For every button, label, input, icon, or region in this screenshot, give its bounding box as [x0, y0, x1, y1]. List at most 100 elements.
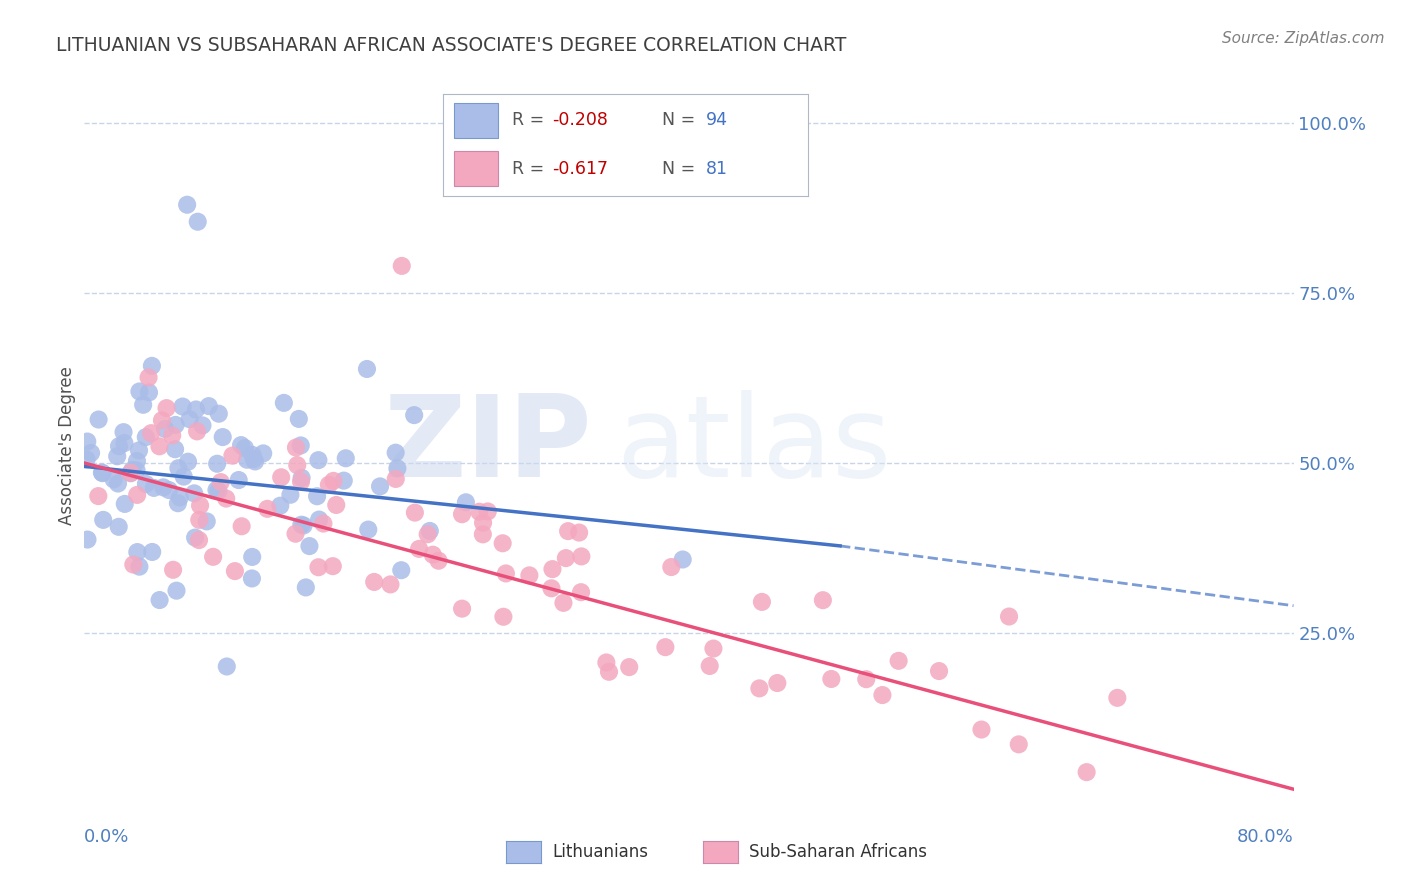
Point [285, 458, 308, 472]
Point [141, 545, 163, 559]
Point [472, 516, 495, 530]
Point [477, 504, 499, 518]
Point [748, 681, 770, 696]
Point [91, 513, 114, 527]
Point [229, 438, 252, 452]
Point [205, 483, 228, 497]
Point [284, 526, 307, 541]
Point [1107, 690, 1129, 705]
Point [135, 477, 157, 491]
Point [167, 496, 190, 510]
Point [228, 473, 250, 487]
Point [363, 574, 385, 589]
Point [295, 581, 318, 595]
Point [288, 412, 311, 426]
Point [207, 483, 229, 498]
Point [127, 488, 149, 502]
Point [408, 541, 430, 556]
Point [619, 660, 641, 674]
Text: 0.0%: 0.0% [84, 828, 129, 846]
Point [820, 672, 842, 686]
Point [270, 470, 292, 484]
Point [454, 495, 477, 509]
Point [80, 446, 103, 460]
Point [231, 519, 253, 533]
Point [242, 448, 264, 462]
Point [125, 463, 148, 477]
Point [188, 533, 211, 547]
Point [540, 582, 562, 596]
Bar [454, 103, 498, 137]
Point [557, 524, 579, 538]
Point [404, 408, 426, 422]
Point [150, 413, 173, 427]
Point [659, 560, 682, 574]
Point [256, 501, 278, 516]
Point [970, 723, 993, 737]
Point [308, 512, 330, 526]
Point [654, 640, 676, 655]
Point [766, 676, 789, 690]
Point [184, 531, 207, 545]
Point [221, 449, 243, 463]
Point [224, 564, 246, 578]
Point [127, 545, 149, 559]
Point [148, 439, 170, 453]
Point [141, 359, 163, 373]
Point [112, 425, 135, 439]
Point [887, 654, 910, 668]
Point [108, 439, 131, 453]
Point [699, 659, 721, 673]
Point [471, 527, 494, 541]
Point [179, 412, 201, 426]
Point [202, 549, 225, 564]
Point [122, 558, 145, 572]
Point [233, 441, 256, 455]
Point [290, 475, 312, 489]
Point [197, 399, 219, 413]
Point [209, 475, 232, 490]
Point [495, 566, 517, 581]
Point [404, 506, 426, 520]
Point [298, 539, 321, 553]
Point [569, 585, 592, 599]
Point [167, 461, 190, 475]
Point [138, 385, 160, 400]
Point [280, 488, 302, 502]
Point [186, 425, 208, 439]
Point [138, 370, 160, 384]
Text: Sub-Saharan Africans: Sub-Saharan Africans [749, 843, 928, 862]
Point [215, 491, 238, 506]
Point [751, 595, 773, 609]
Point [380, 577, 402, 591]
Point [1008, 737, 1031, 751]
Point [811, 593, 834, 607]
Point [468, 505, 491, 519]
Point [183, 486, 205, 500]
Text: R =: R = [512, 112, 550, 129]
Point [492, 536, 515, 550]
Point [290, 438, 312, 452]
Point [157, 483, 180, 497]
Point [672, 552, 695, 566]
Point [451, 507, 474, 521]
Point [112, 436, 135, 450]
Point [554, 551, 576, 566]
Point [120, 466, 142, 480]
Point [541, 562, 564, 576]
Point [419, 524, 441, 538]
Point [292, 518, 315, 533]
Point [87, 412, 110, 426]
Point [928, 664, 950, 678]
Point [169, 491, 191, 505]
Point [188, 499, 211, 513]
Bar [454, 151, 498, 186]
Point [121, 463, 143, 477]
Point [177, 455, 200, 469]
Point [107, 520, 129, 534]
Point [569, 549, 592, 564]
Point [389, 563, 412, 577]
Point [252, 446, 274, 460]
Text: Source: ZipAtlas.com: Source: ZipAtlas.com [1222, 31, 1385, 46]
Point [290, 517, 312, 532]
